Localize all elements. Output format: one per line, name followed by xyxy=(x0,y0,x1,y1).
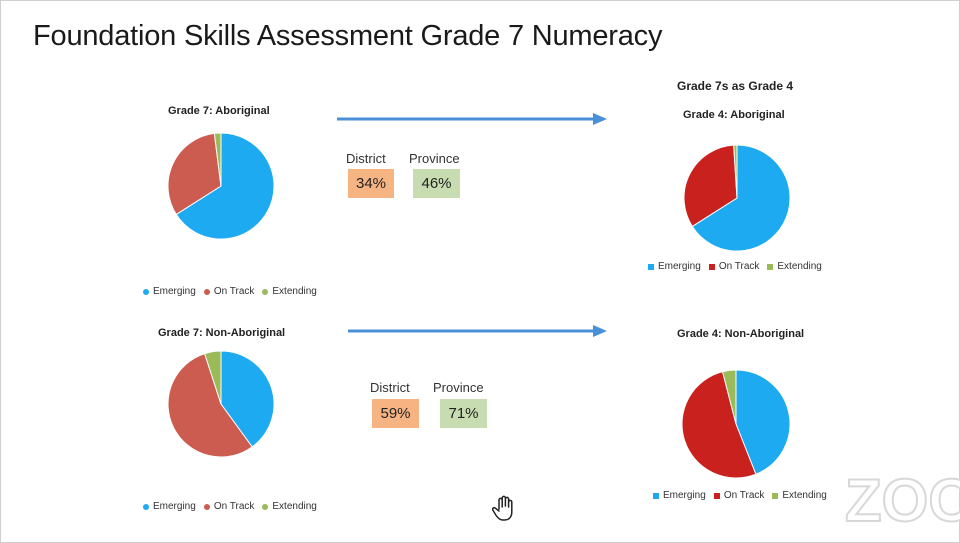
legend-item-on-track: On Track xyxy=(203,501,255,512)
district-value-box: 34% xyxy=(348,169,394,198)
pie-slice-emerging xyxy=(175,132,275,240)
legend-grade4-aboriginal: Emerging On Track Extending xyxy=(648,261,830,273)
legend-label: Extending xyxy=(272,286,317,297)
chart-title-grade4-nonaboriginal: Grade 4: Non-Aboriginal xyxy=(677,328,805,340)
legend-label: Extending xyxy=(272,501,317,512)
legend-swatch xyxy=(648,263,654,270)
pie-slice-emerging xyxy=(735,369,791,475)
legend-item-on-track: On Track xyxy=(708,261,760,272)
legend-label: On Track xyxy=(718,261,760,272)
legend-swatch xyxy=(767,263,774,270)
legend-swatch xyxy=(262,503,269,510)
legend-swatch xyxy=(203,288,210,295)
right-column-heading: Grade 7s as Grade 4 xyxy=(677,79,794,93)
legend-item-extending: Extending xyxy=(262,286,317,297)
legend-swatch xyxy=(708,263,715,270)
legend-item-emerging: Emerging xyxy=(143,501,196,512)
pie-slice-extending xyxy=(733,144,738,199)
legend-label: On Track xyxy=(213,501,255,512)
legend-label: Emerging xyxy=(153,501,196,512)
legend-item-emerging: Emerging xyxy=(143,286,196,297)
legend-label: Extending xyxy=(782,490,827,501)
legend-grade7-aboriginal: Emerging On Track Extending xyxy=(143,286,325,298)
arrow-right-icon xyxy=(337,113,607,125)
pie-slice-extending xyxy=(213,132,222,187)
legend-swatch xyxy=(653,492,659,499)
province-value-box: 46% xyxy=(413,169,460,198)
legend-item-on-track: On Track xyxy=(713,490,765,501)
legend-swatch xyxy=(772,492,779,499)
chart-title-grade7-nonaboriginal: Grade 7: Non-Aboriginal xyxy=(158,327,286,339)
pie-slice-extending xyxy=(203,350,222,405)
legend-label: Extending xyxy=(777,261,822,272)
chart-title-grade7-aboriginal: Grade 7: Aboriginal xyxy=(168,105,270,117)
legend-grade7-nonaboriginal: Emerging On Track Extending xyxy=(143,501,325,513)
district-label: District xyxy=(370,380,410,395)
pie-slice-on-track xyxy=(683,144,738,228)
legend-label: Emerging xyxy=(658,261,701,272)
legend-swatch xyxy=(713,492,720,499)
pie-slice-on-track xyxy=(167,132,222,216)
legend-label: Emerging xyxy=(663,490,706,501)
legend-grade4-nonaboriginal: Emerging On Track Extending xyxy=(653,490,835,502)
hand-cursor-icon xyxy=(492,495,513,521)
legend-item-extending: Extending xyxy=(767,261,822,272)
slide-title: Foundation Skills Assessment Grade 7 Num… xyxy=(33,20,663,52)
pie-chart-grade7-aboriginal xyxy=(167,132,275,240)
legend-item-emerging: Emerging xyxy=(653,490,706,501)
chart-title-grade4-aboriginal: Grade 4: Aboriginal xyxy=(683,109,785,121)
district-value-box: 59% xyxy=(372,399,419,428)
legend-item-extending: Extending xyxy=(772,490,827,501)
pie-slice-on-track xyxy=(681,371,757,479)
legend-label: Emerging xyxy=(153,286,196,297)
legend-swatch xyxy=(143,288,149,295)
district-label: District xyxy=(346,151,386,166)
legend-swatch xyxy=(203,503,210,510)
pie-slice-extending xyxy=(721,369,737,425)
zoom-watermark-icon: ZOOM xyxy=(845,466,960,535)
legend-item-emerging: Emerging xyxy=(648,261,701,272)
pie-chart-grade4-aboriginal xyxy=(683,144,791,252)
svg-text:ZOOM: ZOOM xyxy=(845,467,960,534)
legend-swatch xyxy=(262,288,269,295)
province-label: Province xyxy=(409,151,460,166)
pie-chart-grade7-nonaboriginal xyxy=(167,350,275,458)
pie-slice-on-track xyxy=(167,352,253,458)
province-label: Province xyxy=(433,380,484,395)
pie-chart-grade4-nonaboriginal xyxy=(681,369,791,479)
legend-label: On Track xyxy=(723,490,765,501)
province-value-box: 71% xyxy=(440,399,487,428)
legend-swatch xyxy=(143,503,149,510)
legend-item-extending: Extending xyxy=(262,501,317,512)
legend-item-on-track: On Track xyxy=(203,286,255,297)
pie-slice-emerging xyxy=(691,144,791,252)
pie-slice-emerging xyxy=(220,350,275,448)
legend-label: On Track xyxy=(213,286,255,297)
arrow-right-icon xyxy=(348,325,607,337)
